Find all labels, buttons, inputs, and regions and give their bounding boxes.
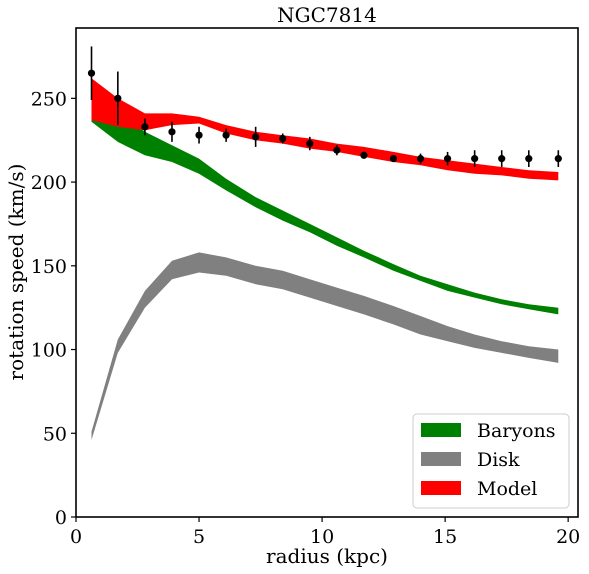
y-tick-label: 200 <box>31 172 67 194</box>
data-point <box>416 155 425 163</box>
y-axis-ticks: 0 50 100 150 200 250 <box>31 88 76 529</box>
data-point <box>333 146 341 154</box>
y-tick-label: 250 <box>31 88 67 110</box>
data-point <box>222 131 230 139</box>
chart-title: NGC7814 <box>277 3 377 27</box>
data-point <box>389 155 398 163</box>
series-observed-points <box>87 46 562 167</box>
x-tick-label: 0 <box>70 526 82 548</box>
data-point <box>279 134 287 143</box>
data-point <box>114 94 122 102</box>
data-point <box>168 128 176 136</box>
data-point <box>306 139 314 148</box>
y-tick-label: 0 <box>55 507 67 529</box>
data-point <box>554 155 562 163</box>
data-point <box>252 133 260 141</box>
x-tick-label: 20 <box>556 526 580 548</box>
band-model <box>91 78 559 181</box>
data-point <box>443 155 452 163</box>
data-point <box>525 155 533 163</box>
legend-swatch-disk <box>421 452 461 466</box>
x-axis-label: radius (kpc) <box>266 544 388 568</box>
legend-swatch-model <box>421 481 461 495</box>
legend-label-disk: Disk <box>477 449 520 471</box>
data-point <box>360 151 368 159</box>
plot-frame <box>75 27 579 518</box>
data-point <box>195 131 203 139</box>
x-tick-label: 10 <box>310 526 334 548</box>
data-point <box>471 155 479 163</box>
legend-label-baryons: Baryons <box>477 420 556 442</box>
y-tick-label: 100 <box>31 340 67 362</box>
data-point <box>498 155 506 163</box>
x-tick-label: 5 <box>193 526 205 548</box>
legend-label-model: Model <box>477 478 537 500</box>
data-point <box>141 123 149 131</box>
legend-swatch-baryons <box>421 423 461 437</box>
y-tick-label: 50 <box>43 423 67 445</box>
series-bands <box>91 78 559 440</box>
y-tick-label: 150 <box>31 256 67 278</box>
y-axis-label: rotation speed (km/s) <box>4 164 28 381</box>
data-point <box>87 69 96 77</box>
legend: Baryons Disk Model <box>412 413 570 509</box>
x-tick-label: 15 <box>433 526 457 548</box>
band-disk <box>91 252 559 440</box>
x-axis-ticks: 0 5 10 15 20 <box>70 517 580 548</box>
